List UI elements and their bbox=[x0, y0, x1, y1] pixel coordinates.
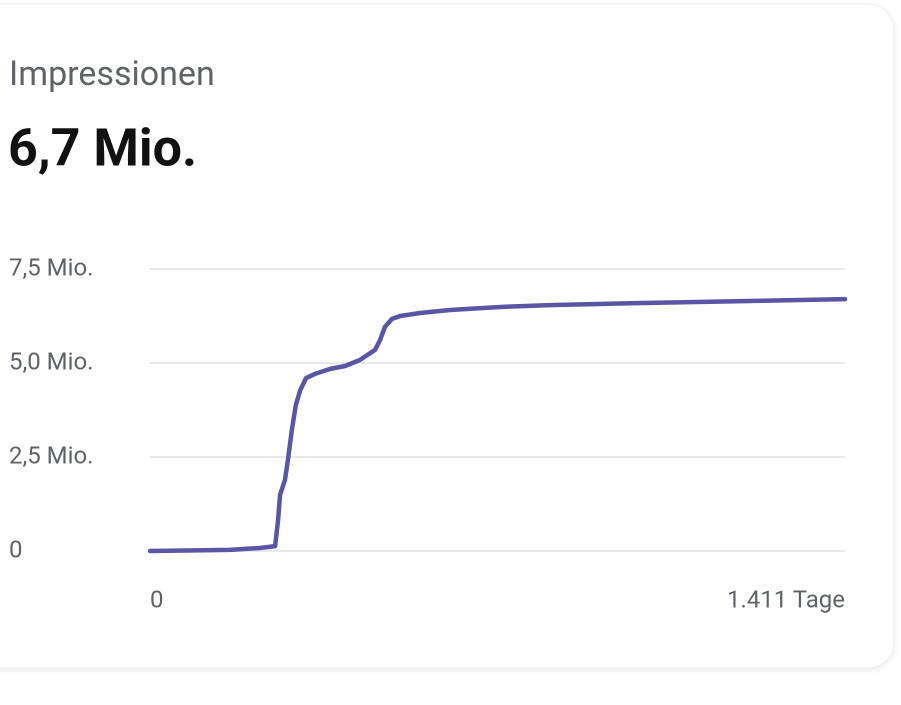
card bbox=[0, 3, 895, 669]
y-tick-label: 2,5 Mio. bbox=[9, 441, 93, 469]
chart-title: Impressionen bbox=[9, 54, 215, 94]
series-line bbox=[147, 296, 848, 554]
x-tick-label: 1.411 Tage bbox=[727, 585, 845, 613]
y-tick-label: 0 bbox=[9, 535, 23, 563]
x-tick-label: 0 bbox=[150, 585, 164, 613]
headline-value: 6,7 Mio. bbox=[8, 118, 197, 179]
y-tick-label: 7,5 Mio. bbox=[9, 253, 93, 281]
y-tick-label: 5,0 Mio. bbox=[9, 347, 93, 375]
